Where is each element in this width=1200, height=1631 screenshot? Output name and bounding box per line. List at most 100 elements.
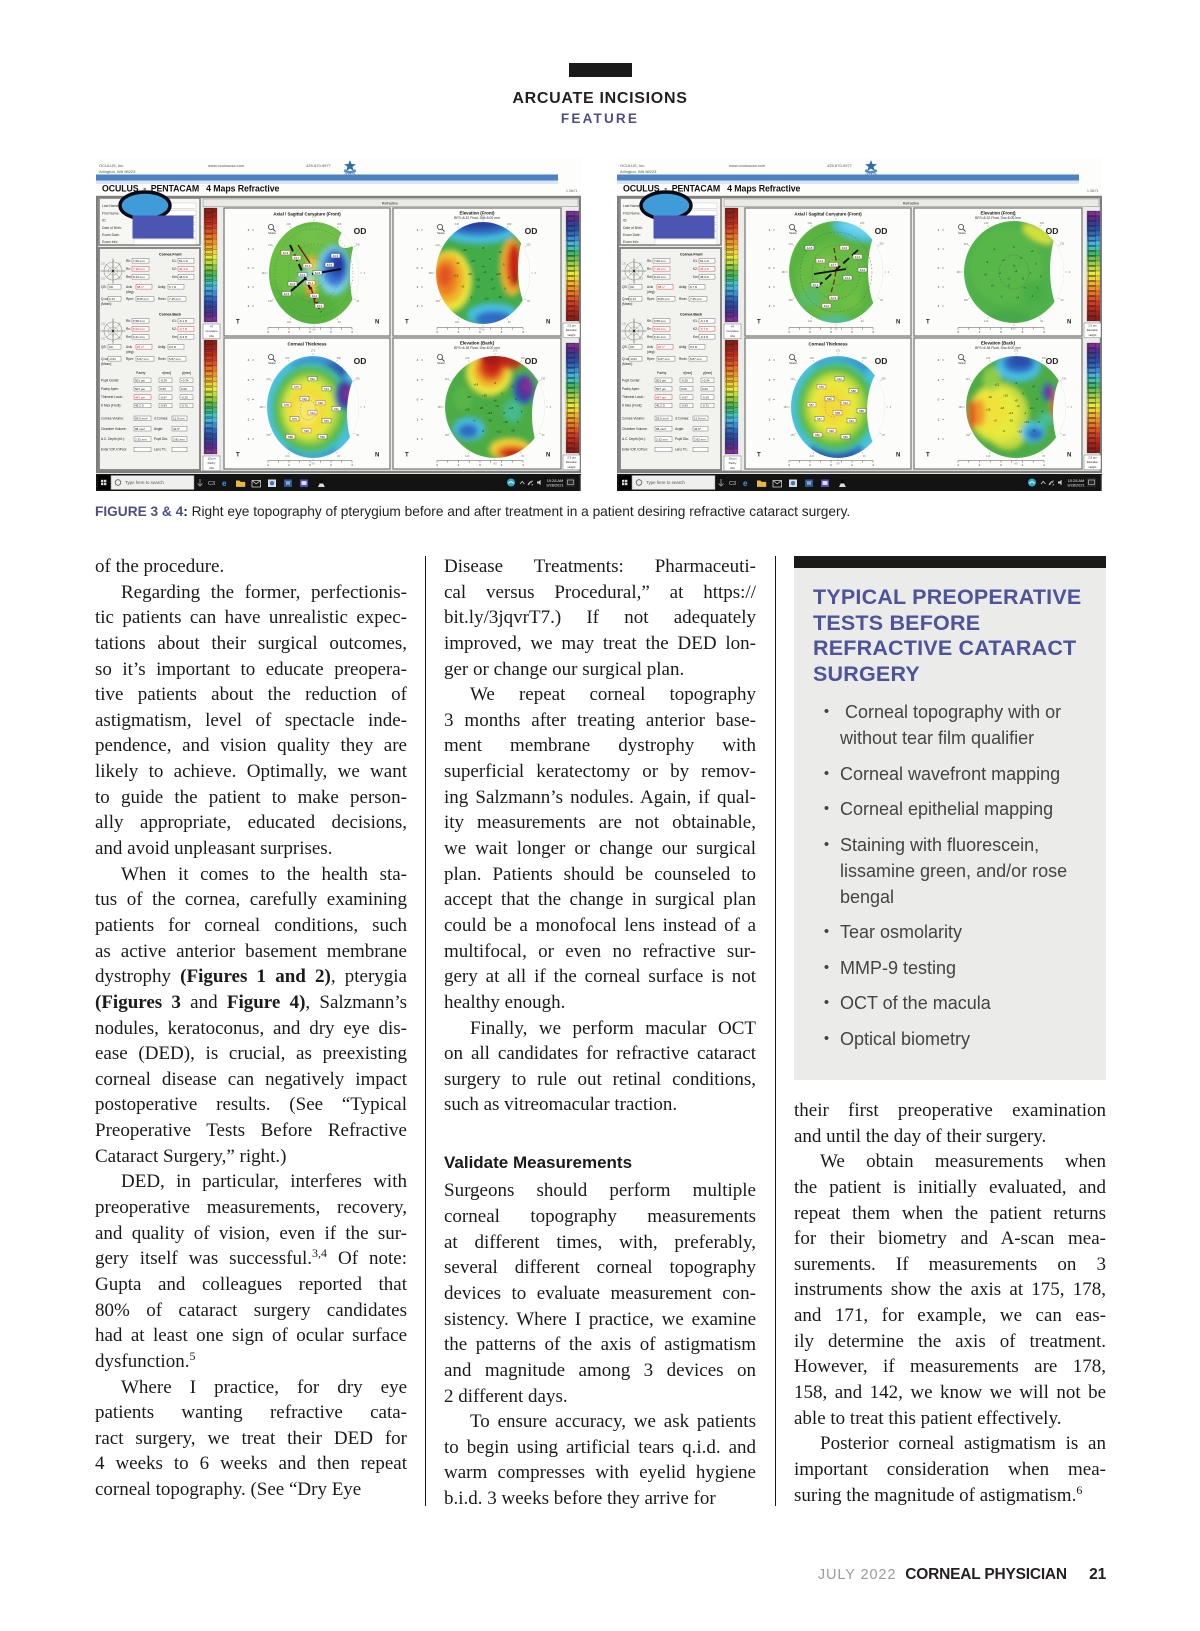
svg-text:42.5: 42.5 — [284, 292, 290, 296]
svg-text:4: 4 — [938, 304, 940, 308]
svg-text:N: N — [1067, 453, 1071, 459]
svg-text:A.C. Depth (Int.):: A.C. Depth (Int.): — [622, 437, 646, 441]
svg-text:6.7 D: 6.7 D — [690, 285, 698, 289]
svg-text:OD: OD — [1046, 226, 1059, 236]
svg-text:-0.93: -0.93 — [160, 404, 167, 408]
svg-text:2: 2 — [458, 463, 460, 467]
svg-text:Rmin:: Rmin: — [158, 357, 166, 361]
svg-text:A.C. Depth (Int.):: A.C. Depth (Int.): — [101, 437, 125, 441]
svg-text:90: 90 — [482, 328, 485, 332]
svg-text:507 µm: 507 µm — [135, 387, 146, 391]
svg-text:0: 0 — [1038, 420, 1040, 424]
svg-text:97.1°: 97.1° — [658, 345, 666, 349]
svg-text:Angle:: Angle: — [154, 427, 163, 431]
svg-text:Rper:: Rper: — [647, 297, 655, 301]
svg-text:N: N — [546, 453, 550, 459]
svg-text:+6: +6 — [493, 399, 497, 403]
svg-text:0.00: 0.00 — [681, 387, 687, 391]
svg-text:-6.1 D: -6.1 D — [179, 319, 188, 323]
svg-text:2: 2 — [501, 330, 503, 334]
svg-text:508: 508 — [835, 411, 840, 415]
svg-text:Skala: Skala — [268, 361, 276, 365]
svg-text:6.7 D: 6.7 D — [169, 285, 177, 289]
svg-text:T: T — [757, 453, 761, 459]
svg-text:+5: +5 — [1014, 399, 1018, 403]
svg-text:567: 567 — [809, 403, 814, 407]
svg-text:+25: +25 — [496, 272, 501, 276]
svg-text:240: 240 — [455, 222, 460, 226]
svg-text:210: 210 — [964, 242, 969, 246]
svg-text:6.21 mm: 6.21 mm — [133, 335, 145, 339]
svg-text:+2: +2 — [472, 418, 476, 422]
svg-text:Pachy: Pachy — [208, 461, 216, 465]
svg-text:45: 45 — [118, 262, 121, 265]
svg-text:4: 4 — [1043, 463, 1045, 467]
svg-text:Abs: Abs — [209, 466, 214, 470]
svg-text:+12: +12 — [454, 274, 459, 278]
svg-text:Q-val: Q-val — [101, 297, 109, 301]
svg-text:N: N — [1067, 320, 1071, 326]
svg-text:45.4 D: 45.4 D — [700, 267, 710, 271]
svg-text:Pupil Dia:: Pupil Dia: — [154, 437, 168, 441]
svg-text:-1: -1 — [1029, 271, 1032, 275]
svg-text:First Name:: First Name: — [623, 211, 641, 215]
svg-text:524: 524 — [843, 401, 848, 405]
svg-text:315: 315 — [639, 278, 644, 281]
svg-text:Skala: Skala — [958, 231, 966, 235]
svg-text:0: 0 — [550, 405, 552, 409]
svg-text:90: 90 — [837, 462, 840, 466]
svg-text:2: 2 — [501, 463, 503, 467]
svg-text:2: 2 — [769, 285, 771, 289]
svg-text:Angle:: Angle: — [675, 427, 684, 431]
svg-text:T: T — [405, 320, 409, 326]
svg-text:6.03 mm: 6.03 mm — [133, 327, 145, 331]
svg-text:+0.34: +0.34 — [181, 379, 189, 383]
svg-text:4: 4 — [872, 463, 874, 467]
svg-text:90: 90 — [835, 327, 838, 331]
svg-text:7.69 mm: 7.69 mm — [654, 259, 666, 263]
svg-text:30: 30 — [356, 433, 359, 437]
svg-text:Cornea Front: Cornea Front — [159, 252, 182, 256]
svg-text:42.8: 42.8 — [807, 246, 813, 250]
svg-text:97.1°: 97.1° — [137, 345, 145, 349]
svg-text:45: 45 — [639, 262, 642, 265]
svg-text:330: 330 — [1060, 242, 1065, 246]
svg-text:Height: Height — [1089, 333, 1097, 337]
svg-text:OD: OD — [875, 356, 888, 366]
svg-text:4: 4 — [267, 330, 269, 334]
svg-text:Elevation (Front): Elevation (Front) — [981, 211, 1016, 216]
svg-text:+35: +35 — [482, 393, 487, 397]
svg-text:270: 270 — [1014, 349, 1019, 353]
svg-text:4: 4 — [267, 463, 269, 467]
svg-text:0: 0 — [417, 398, 419, 402]
svg-text:6.58 mm: 6.58 mm — [654, 319, 666, 323]
svg-text:+1: +1 — [1002, 258, 1006, 262]
svg-text:-6: -6 — [520, 409, 523, 413]
svg-text:2: 2 — [417, 417, 419, 421]
svg-text:-0.61: -0.61 — [630, 357, 637, 361]
svg-text:-6.7 D: -6.7 D — [179, 327, 188, 331]
svg-text:7.18 mm: 7.18 mm — [654, 267, 666, 271]
svg-text:513: 513 — [324, 387, 329, 391]
svg-text:K2:: K2: — [172, 267, 177, 271]
svg-text:K2:: K2: — [693, 327, 698, 331]
svg-text:Axial / Sagittal Curvature (Fr: Axial / Sagittal Curvature (Front) — [273, 212, 341, 217]
svg-text:BFS=8.32 Float, Dia=8.00 mm: BFS=8.32 Float, Dia=8.00 mm — [454, 216, 500, 220]
svg-text:-5: -5 — [470, 296, 473, 300]
svg-text:225: 225 — [101, 338, 106, 341]
svg-text:0: 0 — [517, 420, 519, 424]
svg-text:Q-val: Q-val — [101, 357, 109, 361]
svg-text:+0.34: +0.34 — [702, 379, 710, 383]
svg-text:C3: C3 — [729, 481, 736, 487]
svg-text:Corneal Thickness: Corneal Thickness — [808, 342, 848, 347]
svg-text:Km:: Km: — [172, 335, 178, 339]
svg-text:+6: +6 — [495, 404, 499, 408]
svg-text:2: 2 — [851, 463, 853, 467]
svg-text:547: 547 — [817, 417, 822, 421]
svg-text:2: 2 — [288, 463, 290, 467]
svg-text:0: 0 — [489, 257, 491, 261]
svg-text:300: 300 — [507, 222, 512, 226]
svg-text:(Mean):: (Mean): — [101, 302, 112, 306]
svg-text:210: 210 — [966, 377, 971, 381]
svg-text:Cornea Back: Cornea Back — [159, 312, 181, 316]
